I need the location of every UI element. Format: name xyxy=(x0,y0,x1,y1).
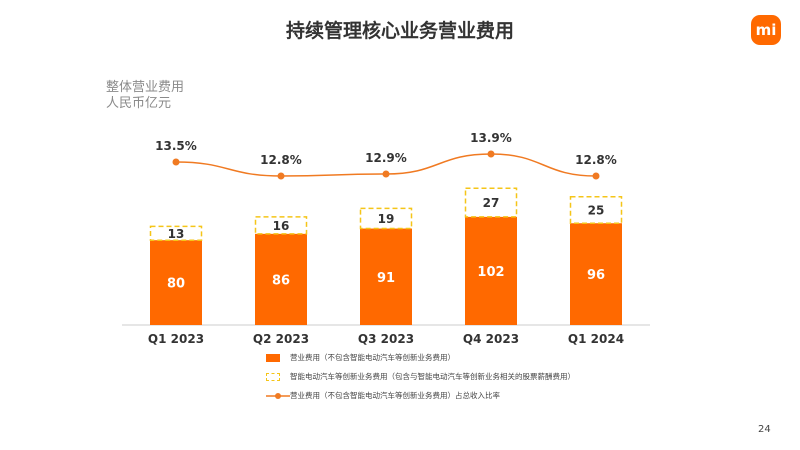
ratio-point xyxy=(487,150,495,158)
bar-ev-value-label: 13 xyxy=(168,227,185,241)
legend-label: 营业费用（不包含智能电动汽车等创新业务费用） xyxy=(290,353,455,362)
ratio-label: 13.9% xyxy=(470,131,512,145)
ratio-label: 12.9% xyxy=(365,151,407,165)
xiaomi-logo: mi xyxy=(751,15,781,45)
y-axis-label-line2: 人民币亿元 xyxy=(106,96,172,111)
page-title: 持续管理核心业务营业费用 xyxy=(285,20,514,42)
bar-opex xyxy=(150,240,202,325)
bar-opex xyxy=(255,233,307,325)
y-axis-label: 整体营业费用 人民币亿元 xyxy=(106,80,184,112)
bar-ev-value-label: 27 xyxy=(483,196,500,210)
x-tick-label: Q2 2023 xyxy=(253,332,309,346)
ratio-point xyxy=(277,172,285,180)
legend-line-marker-icon xyxy=(266,392,290,399)
x-tick-label: Q4 2023 xyxy=(463,332,519,346)
legend-item-opex: 营业费用（不包含智能电动汽车等创新业务费用） xyxy=(266,352,455,363)
bar-value-label: 80 xyxy=(167,277,185,292)
x-tick-label: Q1 2024 xyxy=(568,332,624,346)
bar-ev-value-label: 19 xyxy=(378,212,395,226)
legend-label: 营业费用（不包含智能电动汽车等创新业务费用）占总收入比率 xyxy=(290,391,500,400)
ratio-label: 12.8% xyxy=(260,153,302,167)
bar-ev-value-label: 25 xyxy=(588,203,605,217)
bar-opex xyxy=(465,216,517,325)
y-axis-label-line1: 整体营业费用 xyxy=(106,80,185,95)
bar-ev-dashed xyxy=(149,225,203,241)
bar-opex xyxy=(570,223,622,325)
x-tick-label: Q3 2023 xyxy=(358,332,414,346)
bar-ev-dashed xyxy=(464,187,518,218)
page-number: 24 xyxy=(758,424,771,435)
legend-swatch-dashed xyxy=(266,372,280,381)
ratio-label: 13.5% xyxy=(155,139,197,153)
bar-value-label: 102 xyxy=(477,265,504,280)
bar-ev-dashed xyxy=(359,207,413,230)
bar-value-label: 86 xyxy=(272,273,290,288)
ratio-point xyxy=(592,172,600,180)
bar-ev-value-label: 16 xyxy=(273,219,290,233)
bar-value-label: 96 xyxy=(587,268,605,283)
ratio-point xyxy=(382,170,390,178)
legend-item-ratio: 营业费用（不包含智能电动汽车等创新业务费用）占总收入比率 xyxy=(266,390,500,401)
legend-swatch-solid xyxy=(266,353,280,362)
legend-item-ev: 智能电动汽车等创新业务费用（包含与智能电动汽车等创新业务相关的股票薪酬费用） xyxy=(266,371,575,382)
bar-ev-dashed xyxy=(254,216,308,235)
ratio-point xyxy=(172,158,180,166)
bar-value-label: 91 xyxy=(377,271,395,286)
bar-opex xyxy=(360,228,412,325)
x-tick-label: Q1 2023 xyxy=(148,332,204,346)
ratio-label: 12.8% xyxy=(575,153,617,167)
bar-ev-dashed xyxy=(569,195,623,224)
legend-label: 智能电动汽车等创新业务费用（包含与智能电动汽车等创新业务相关的股票薪酬费用） xyxy=(290,372,575,381)
